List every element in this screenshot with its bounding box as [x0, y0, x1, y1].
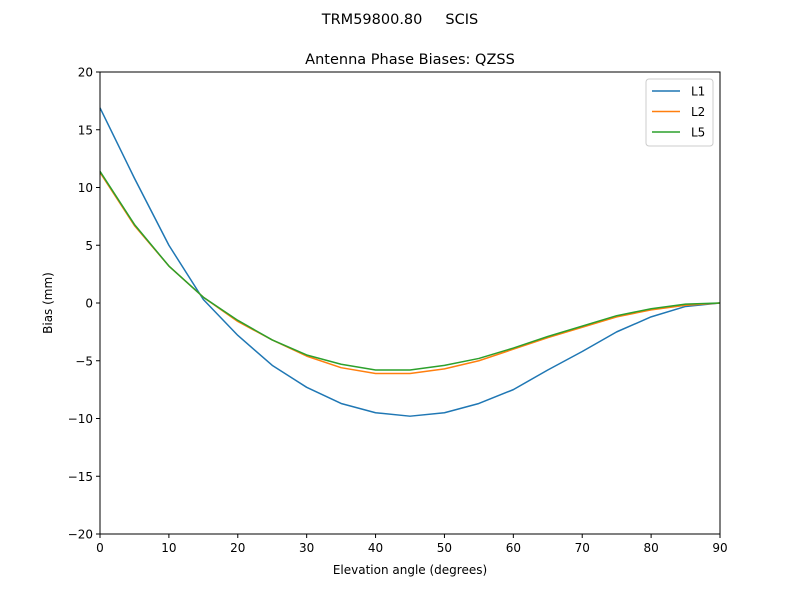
x-tick-label: 60 [506, 541, 521, 555]
y-tick-label: 5 [85, 239, 93, 253]
x-tick-label: 10 [161, 541, 176, 555]
y-tick-label: 10 [78, 181, 93, 195]
series-line-l5 [99, 170, 721, 371]
x-tick-label: 50 [437, 541, 452, 555]
x-tick-label: 30 [299, 541, 314, 555]
x-tick-label: 0 [96, 541, 104, 555]
legend-label: L2 [691, 105, 705, 119]
x-tick-label: 40 [368, 541, 383, 555]
y-tick-label: −20 [68, 528, 93, 542]
y-tick-label: 15 [78, 123, 93, 137]
y-axis-label: Bias (mm) [41, 272, 55, 334]
legend-label: L5 [691, 126, 705, 140]
y-tick-label: −5 [75, 354, 93, 368]
x-axis-label: Elevation angle (degrees) [333, 563, 487, 577]
y-tick-label: 0 [85, 297, 93, 311]
y-tick-label: 20 [78, 66, 93, 80]
legend-label: L1 [691, 85, 705, 99]
series-line-l1 [99, 107, 721, 417]
legend: L1 L2 L5 [645, 78, 714, 147]
y-tick-label: −15 [68, 470, 93, 484]
x-tick-label: 20 [230, 541, 245, 555]
y-tick-label: −10 [68, 412, 93, 426]
axes-frame [99, 71, 721, 535]
series-line-l2 [99, 172, 721, 375]
x-tick-label: 70 [575, 541, 590, 555]
suptitle: TRM59800.80 SCIS [321, 12, 478, 28]
chart-title: Antenna Phase Biases: QZSS [305, 52, 515, 68]
x-tick-label: 80 [643, 541, 658, 555]
x-tick-label: 90 [712, 541, 727, 555]
